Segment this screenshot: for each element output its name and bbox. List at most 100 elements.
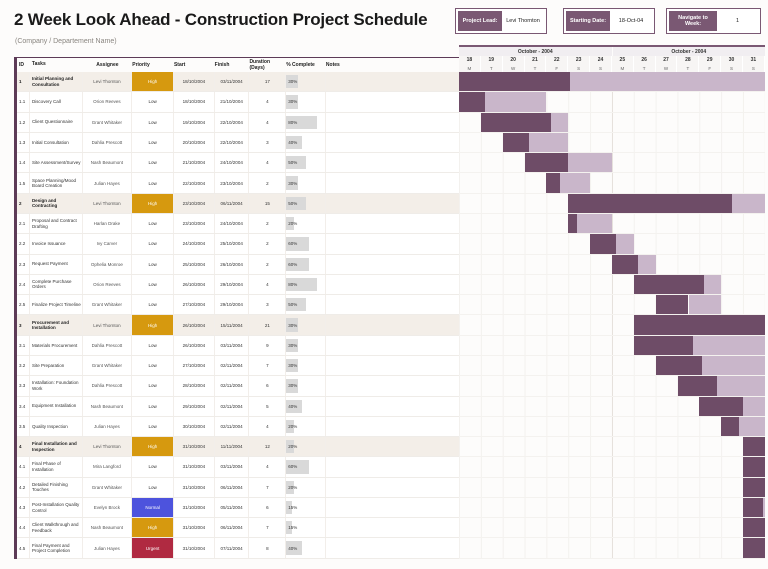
cell-id[interactable]: 2.3	[17, 254, 30, 274]
cell-assignee[interactable]: Levi Thornton	[83, 193, 133, 213]
cell-priority[interactable]: Low	[132, 213, 174, 234]
cell-finish-date[interactable]: 02/11/2004	[215, 376, 250, 396]
cell-duration[interactable]: 6	[249, 376, 287, 396]
cell-finish-date[interactable]: 02/11/2004	[215, 416, 250, 437]
cell-id[interactable]: 2.4	[17, 274, 30, 295]
cell-priority[interactable]: Low	[132, 335, 174, 355]
cell-priority[interactable]: Low	[132, 92, 174, 112]
cell-finish-date[interactable]: 06/11/2004	[215, 518, 250, 538]
cell-assignee[interactable]: Nash Beaumont	[83, 396, 133, 416]
cell-task-name[interactable]: Client Walkthrough and Feedback	[30, 518, 83, 538]
cell-priority[interactable]: Low	[132, 234, 174, 254]
cell-duration[interactable]: 7	[249, 518, 287, 538]
cell-percent-complete[interactable]: 30%	[286, 376, 326, 396]
cell-id[interactable]: 1.3	[17, 132, 30, 153]
cell-duration[interactable]: 8	[249, 538, 287, 558]
cell-percent-complete[interactable]: 40%	[286, 538, 326, 558]
cell-notes[interactable]	[326, 397, 459, 416]
cell-finish-date[interactable]: 26/10/2004	[215, 254, 250, 274]
cell-notes[interactable]	[326, 295, 459, 314]
cell-task-name[interactable]: Discovery Call	[30, 92, 83, 112]
cell-task-name[interactable]: Materials Procurement	[30, 335, 83, 355]
cell-percent-complete[interactable]: 50%	[286, 295, 326, 315]
navigate-week-value[interactable]: 1	[735, 18, 740, 24]
cell-priority[interactable]: Low	[132, 477, 174, 497]
cell-start-date[interactable]: 18/10/2004	[174, 72, 215, 92]
cell-task-name[interactable]: Space Planning/Mood Board Creation	[30, 173, 83, 193]
cell-assignee[interactable]: Nash Beaumont	[83, 518, 133, 538]
cell-duration[interactable]: 2	[249, 213, 287, 234]
starting-date-value[interactable]: 18-Oct-04	[618, 18, 644, 24]
cell-start-date[interactable]: 31/10/2004	[174, 437, 215, 457]
cell-priority[interactable]: Low	[132, 274, 174, 295]
cell-task-name[interactable]: Final Payment and Project Completion	[30, 538, 83, 558]
cell-task-name[interactable]: Post-Installation Quality Control	[30, 497, 83, 518]
cell-assignee[interactable]: Dahlia Prescott	[83, 335, 133, 355]
cell-finish-date[interactable]: 02/11/2004	[215, 355, 250, 376]
cell-assignee[interactable]: Harlan Drake	[83, 213, 133, 234]
cell-percent-complete[interactable]: 50%	[286, 193, 326, 213]
cell-task-name[interactable]: Client Questionnaire	[30, 112, 83, 132]
cell-finish-date[interactable]: 24/10/2004	[215, 213, 250, 234]
cell-assignee[interactable]: Dahlia Prescott	[83, 376, 133, 396]
cell-priority[interactable]: Urgent	[132, 538, 174, 558]
cell-notes[interactable]	[326, 194, 459, 213]
cell-duration[interactable]: 5	[249, 396, 287, 416]
cell-start-date[interactable]: 19/10/2004	[174, 112, 215, 132]
cell-notes[interactable]	[326, 214, 459, 233]
cell-id[interactable]: 4.3	[17, 497, 30, 518]
cell-priority[interactable]: Low	[132, 173, 174, 193]
cell-percent-complete[interactable]: 20%	[286, 416, 326, 437]
cell-start-date[interactable]: 27/10/2004	[174, 355, 215, 376]
cell-priority[interactable]: Low	[132, 376, 174, 396]
cell-duration[interactable]: 4	[249, 153, 287, 173]
cell-task-name[interactable]: Design and Contracting	[30, 193, 83, 213]
cell-notes[interactable]	[326, 498, 459, 517]
cell-id[interactable]: 1	[17, 72, 30, 92]
cell-duration[interactable]: 4	[249, 112, 287, 132]
cell-task-name[interactable]: Initial Consultation	[30, 132, 83, 153]
cell-duration[interactable]: 6	[249, 497, 287, 518]
cell-id[interactable]: 2.2	[17, 234, 30, 254]
cell-start-date[interactable]: 25/10/2004	[174, 254, 215, 274]
cell-percent-complete[interactable]: 20%	[286, 213, 326, 234]
cell-finish-date[interactable]: 06/11/2004	[215, 477, 250, 497]
cell-percent-complete[interactable]: 80%	[286, 112, 326, 132]
cell-duration[interactable]: 4	[249, 274, 287, 295]
project-lead-value[interactable]: Levi Thornton	[506, 18, 540, 24]
cell-id[interactable]: 2.5	[17, 295, 30, 315]
cell-task-name[interactable]: Proposal and Contract Drafting	[30, 213, 83, 234]
cell-id[interactable]: 3.1	[17, 335, 30, 355]
cell-finish-date[interactable]: 06/11/2004	[215, 193, 250, 213]
cell-notes[interactable]	[326, 234, 459, 253]
cell-duration[interactable]: 21	[249, 315, 287, 335]
cell-assignee[interactable]: Julian Hayes	[83, 173, 133, 193]
cell-assignee[interactable]: Grant Whitaker	[83, 295, 133, 315]
cell-percent-complete[interactable]: 20%	[286, 477, 326, 497]
cell-duration[interactable]: 9	[249, 335, 287, 355]
cell-priority[interactable]: Low	[132, 254, 174, 274]
cell-start-date[interactable]: 27/10/2004	[174, 295, 215, 315]
cell-assignee[interactable]: Julian Hayes	[83, 416, 133, 437]
cell-priority[interactable]: Low	[132, 112, 174, 132]
cell-start-date[interactable]: 31/10/2004	[174, 457, 215, 477]
cell-task-name[interactable]: Request Payment	[30, 254, 83, 274]
cell-task-name[interactable]: Initial Planning and Consultation	[30, 72, 83, 92]
cell-finish-date[interactable]: 24/10/2004	[215, 153, 250, 173]
cell-id[interactable]: 4.5	[17, 538, 30, 558]
cell-start-date[interactable]: 24/10/2004	[174, 234, 215, 254]
cell-id[interactable]: 3	[17, 315, 30, 335]
cell-notes[interactable]	[326, 376, 459, 395]
cell-id[interactable]: 1.2	[17, 112, 30, 132]
cell-start-date[interactable]: 26/10/2004	[174, 335, 215, 355]
cell-notes[interactable]	[326, 315, 459, 334]
cell-id[interactable]: 4.4	[17, 518, 30, 538]
cell-priority[interactable]: Normal	[132, 497, 174, 518]
cell-finish-date[interactable]: 22/10/2004	[215, 132, 250, 153]
cell-start-date[interactable]: 31/10/2004	[174, 538, 215, 558]
cell-finish-date[interactable]: 03/11/2004	[215, 335, 250, 355]
cell-finish-date[interactable]: 21/10/2004	[215, 92, 250, 112]
cell-id[interactable]: 2.1	[17, 213, 30, 234]
cell-start-date[interactable]: 29/10/2004	[174, 396, 215, 416]
cell-task-name[interactable]: Complete Purchase Orders	[30, 274, 83, 295]
